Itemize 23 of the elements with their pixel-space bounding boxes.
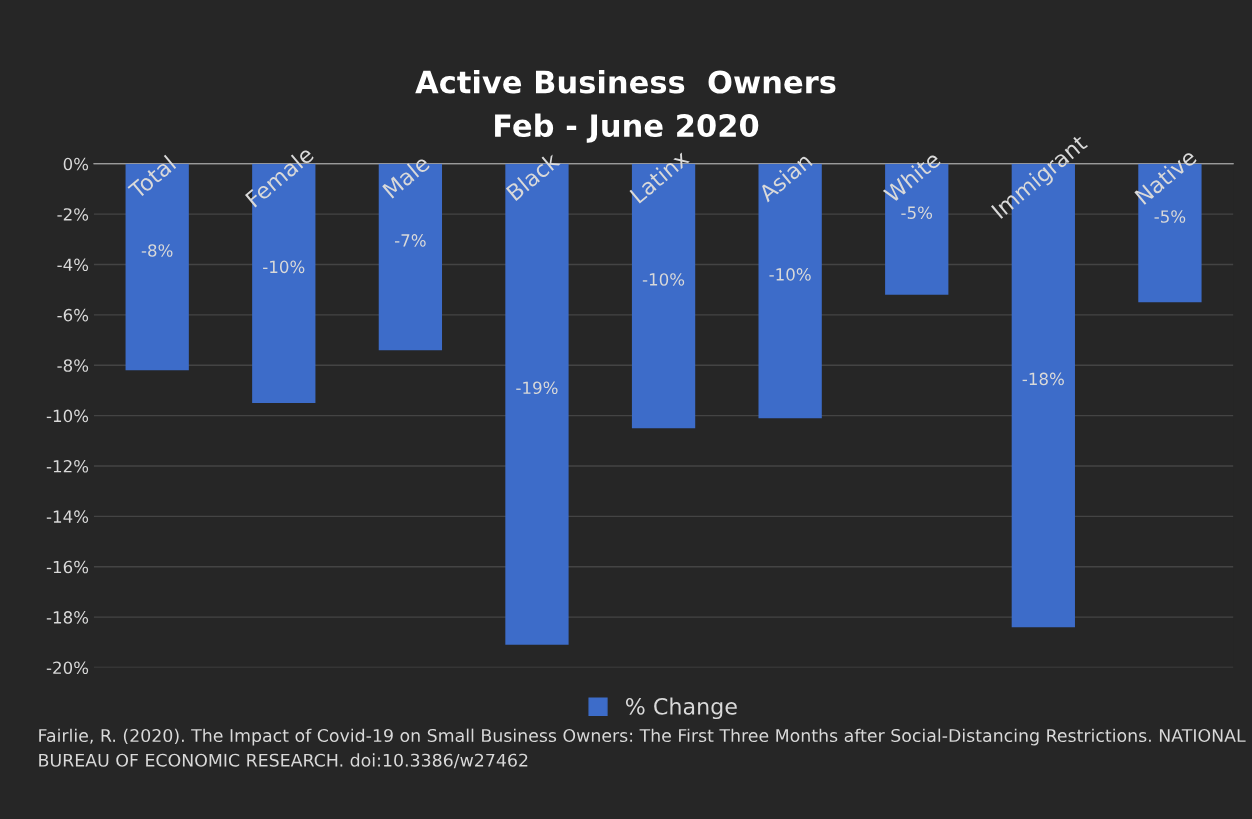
data-label: -10% xyxy=(263,260,305,274)
data-label: -5% xyxy=(901,206,933,219)
data-label: -5% xyxy=(1154,210,1186,223)
y-tick-label: -2% xyxy=(57,208,89,221)
y-tick-label: -8% xyxy=(57,359,89,372)
data-label: -19% xyxy=(516,381,558,395)
data-label: -10% xyxy=(642,273,685,286)
data-label: -8% xyxy=(141,244,173,257)
y-tick-label: -10% xyxy=(46,409,89,423)
y-tick-label: -18% xyxy=(46,611,89,624)
data-label: -18% xyxy=(1022,372,1064,386)
y-tick-label: -4% xyxy=(57,258,89,272)
legend-label: % Change xyxy=(625,697,737,720)
chart-title: Active Business Owners Feb - June 2020 xyxy=(415,69,836,143)
y-tick-label: -6% xyxy=(57,308,89,322)
y-tick-label: -12% xyxy=(46,459,89,473)
data-label: -7% xyxy=(394,234,426,247)
y-tick-label: 0% xyxy=(63,157,89,171)
data-label: -10% xyxy=(769,268,811,281)
y-tick-label: -20% xyxy=(46,661,89,675)
y-tick-label: -16% xyxy=(46,560,89,574)
y-tick-label: -14% xyxy=(46,510,89,523)
text: Fairlie, R. (2020). The Impact of Covid-19 on Small Business Owners: The First Three Months after Social-Distancing Restrictions. NATIONAL BUREAU OF ECONOMIC RESEARCH. doi:10.3386/w27462 xyxy=(39,728,1246,769)
